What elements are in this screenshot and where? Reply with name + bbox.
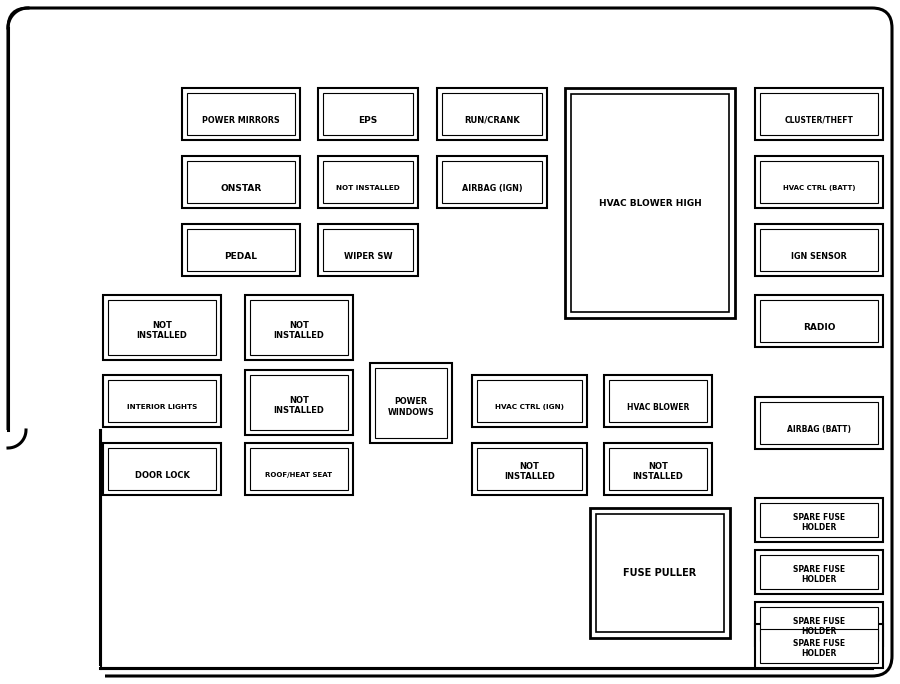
Text: NOT
INSTALLED: NOT INSTALLED — [504, 462, 555, 482]
Bar — [760, 555, 878, 589]
Bar — [182, 88, 300, 140]
Bar — [755, 88, 883, 140]
Bar — [103, 375, 221, 427]
Bar — [596, 514, 724, 632]
Text: AIRBAG (IGN): AIRBAG (IGN) — [462, 184, 522, 193]
Text: WIPER SW: WIPER SW — [344, 252, 392, 261]
Bar — [477, 380, 582, 422]
Bar — [182, 156, 300, 208]
Bar — [250, 300, 348, 355]
Bar — [755, 550, 883, 594]
Text: RUN/CRANK: RUN/CRANK — [464, 116, 520, 124]
Bar — [760, 300, 878, 342]
Bar — [760, 229, 878, 271]
Bar — [323, 229, 413, 271]
Bar — [565, 88, 735, 318]
Text: ONSTAR: ONSTAR — [220, 184, 262, 193]
Bar — [472, 443, 587, 495]
Bar — [437, 88, 547, 140]
Bar — [609, 380, 707, 422]
Text: NOT
INSTALLED: NOT INSTALLED — [274, 396, 324, 415]
Text: EPS: EPS — [358, 116, 378, 124]
Text: IGN SENSOR: IGN SENSOR — [791, 252, 847, 261]
Text: AIRBAG (BATT): AIRBAG (BATT) — [787, 425, 851, 434]
Text: NOT
INSTALLED: NOT INSTALLED — [137, 321, 187, 341]
Text: HVAC BLOWER: HVAC BLOWER — [626, 403, 689, 412]
Bar — [755, 624, 883, 668]
Text: POWER MIRRORS: POWER MIRRORS — [202, 116, 280, 124]
Text: DOOR LOCK: DOOR LOCK — [135, 471, 189, 479]
Bar — [571, 94, 729, 312]
Text: NOT
INSTALLED: NOT INSTALLED — [633, 462, 683, 482]
Bar — [760, 93, 878, 135]
Bar — [187, 161, 295, 203]
Text: PEDAL: PEDAL — [224, 252, 257, 261]
Bar — [187, 229, 295, 271]
Bar — [323, 161, 413, 203]
Bar — [318, 224, 418, 276]
Bar — [108, 448, 216, 490]
Bar — [250, 448, 348, 490]
Bar — [609, 448, 707, 490]
Bar — [477, 448, 582, 490]
Bar — [0, 430, 105, 678]
Bar — [318, 156, 418, 208]
Text: NOT
INSTALLED: NOT INSTALLED — [274, 321, 324, 341]
Text: SPARE FUSE
HOLDER: SPARE FUSE HOLDER — [793, 512, 845, 532]
Bar — [103, 443, 221, 495]
FancyBboxPatch shape — [8, 8, 892, 676]
Bar — [760, 402, 878, 444]
Bar — [108, 380, 216, 422]
Text: HVAC CTRL (IGN): HVAC CTRL (IGN) — [495, 404, 564, 410]
Bar — [103, 295, 221, 360]
Bar — [0, 656, 100, 684]
Text: HVAC BLOWER HIGH: HVAC BLOWER HIGH — [598, 198, 701, 207]
Bar — [442, 93, 542, 135]
Text: POWER
WINDOWS: POWER WINDOWS — [388, 397, 435, 417]
Bar — [755, 498, 883, 542]
Text: CLUSTER/THEFT: CLUSTER/THEFT — [785, 116, 853, 124]
Bar — [755, 156, 883, 208]
Bar — [760, 503, 878, 537]
Bar — [182, 224, 300, 276]
Bar — [0, 430, 100, 684]
Bar — [245, 295, 353, 360]
Bar — [245, 443, 353, 495]
Bar — [375, 368, 447, 438]
Text: HVAC CTRL (BATT): HVAC CTRL (BATT) — [783, 185, 855, 192]
Bar — [250, 375, 348, 430]
Text: SPARE FUSE
HOLDER: SPARE FUSE HOLDER — [793, 564, 845, 584]
Bar — [245, 370, 353, 435]
Bar — [590, 508, 730, 638]
Text: ROOF/HEAT SEAT: ROOF/HEAT SEAT — [266, 472, 333, 478]
Bar — [318, 88, 418, 140]
Bar — [760, 607, 878, 641]
Bar — [108, 300, 216, 355]
Bar — [604, 375, 712, 427]
Bar — [755, 397, 883, 449]
Bar — [604, 443, 712, 495]
Bar — [472, 375, 587, 427]
Text: RADIO: RADIO — [803, 323, 835, 332]
Text: INTERIOR LIGHTS: INTERIOR LIGHTS — [127, 404, 197, 410]
Bar — [755, 602, 883, 646]
Bar — [437, 156, 547, 208]
Bar — [755, 224, 883, 276]
Bar — [323, 93, 413, 135]
Text: SPARE FUSE
HOLDER: SPARE FUSE HOLDER — [793, 616, 845, 636]
Text: SPARE FUSE
HOLDER: SPARE FUSE HOLDER — [793, 638, 845, 658]
Bar — [760, 161, 878, 203]
Bar — [760, 629, 878, 663]
Text: FUSE PULLER: FUSE PULLER — [624, 568, 697, 578]
Bar — [442, 161, 542, 203]
Bar — [370, 363, 452, 443]
Bar — [755, 295, 883, 347]
Text: NOT INSTALLED: NOT INSTALLED — [336, 185, 400, 192]
Bar — [187, 93, 295, 135]
